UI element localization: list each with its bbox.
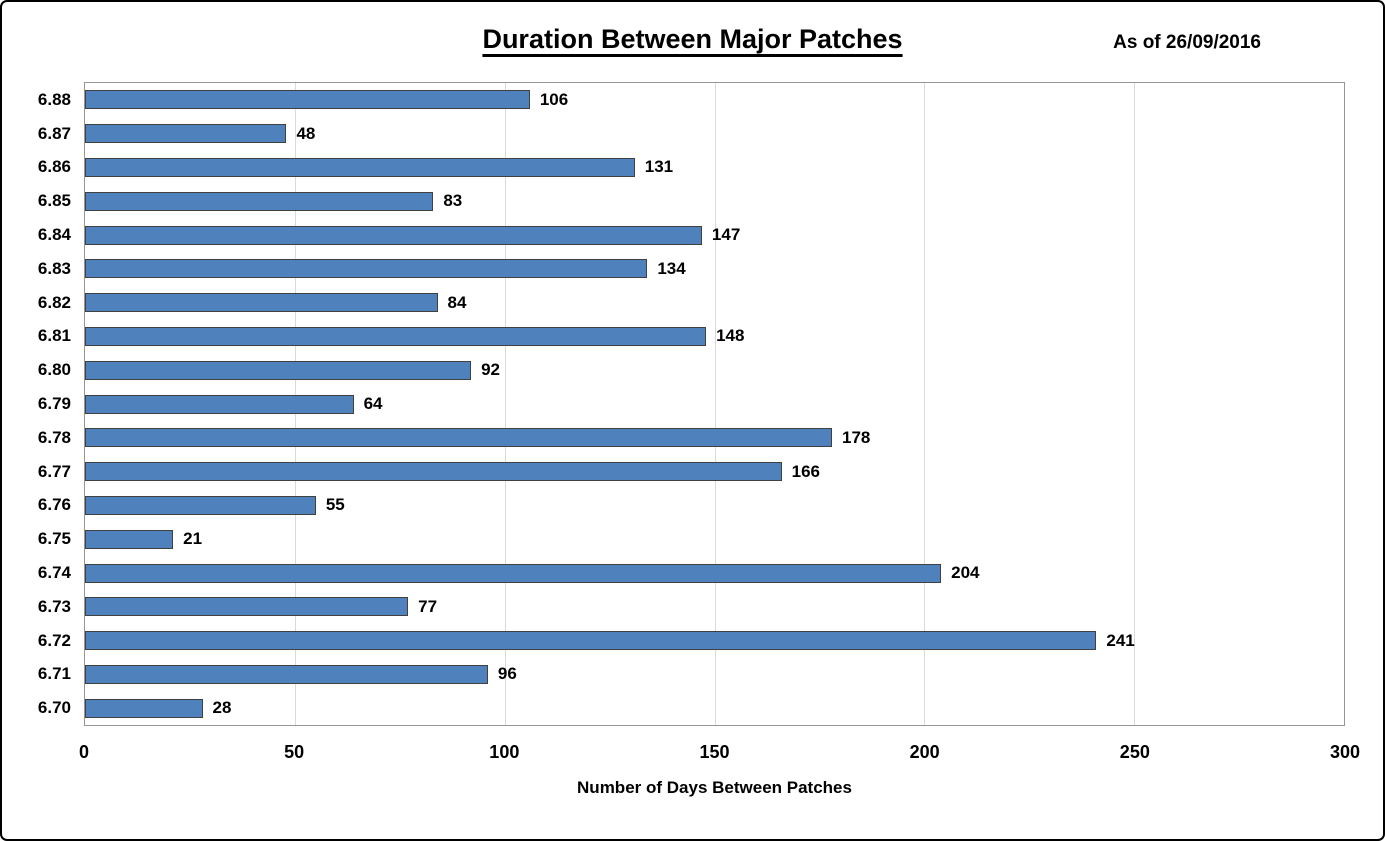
bar-value-label: 77 [418, 596, 438, 616]
bar [85, 664, 488, 684]
bar-row: 83 [85, 184, 1344, 218]
bar-value-label: 92 [481, 360, 500, 380]
bar-value-label: 96 [497, 664, 517, 684]
bar-rows: 106 48 131 83 147 134 84 148 92 64 178 166 55 21 204 77… [85, 83, 1344, 725]
y-axis-label: 6.83 [37, 258, 71, 278]
bar [85, 225, 702, 245]
bar [85, 428, 832, 448]
bar-value-label: 84 [447, 292, 467, 312]
bar-value-label: 55 [325, 495, 345, 515]
bar-row: 77 [85, 590, 1344, 624]
x-axis-tick-label: 150 [699, 742, 730, 762]
bar-row: 148 [85, 320, 1344, 354]
y-axis-label: 6.85 [37, 191, 71, 211]
bar-value-label: 64 [363, 394, 383, 414]
y-axis-label: 6.78 [37, 427, 71, 447]
bar-row: 131 [85, 151, 1344, 185]
bar-value-label: 241 [1106, 630, 1135, 650]
bar [85, 394, 354, 414]
y-axis-label: 6.86 [37, 157, 71, 177]
bar [85, 563, 942, 583]
bar-row: 106 [85, 83, 1344, 117]
bar-value-label: 28 [212, 698, 232, 718]
bar-value-label: 83 [443, 191, 463, 211]
bar-value-label: 147 [711, 225, 741, 245]
x-axis-tick-label: 50 [284, 742, 305, 762]
bar [85, 293, 438, 313]
bar [85, 529, 174, 549]
y-axis-label: 6.74 [37, 563, 71, 583]
y-axis-label: 6.81 [37, 326, 71, 346]
bar-row: 28 [85, 691, 1344, 725]
plot-area: 106 48 131 83 147 134 84 148 92 64 178 166 55 21 204 77… [84, 82, 1345, 726]
bar [85, 157, 635, 177]
y-axis-label: 6.75 [37, 529, 71, 549]
y-axis-label: 6.80 [37, 360, 71, 380]
bar [85, 191, 434, 211]
y-axis-label: 6.88 [37, 89, 71, 109]
x-axis-title-wrap: Number of Days Between Patches [84, 778, 1345, 798]
x-axis-title: Number of Days Between Patches [577, 778, 852, 797]
x-axis-tick-label: 250 [1119, 742, 1150, 762]
x-axis-tick-label: 300 [1329, 742, 1361, 762]
y-axis-label: 6.84 [37, 225, 71, 245]
y-axis-label: 6.76 [37, 495, 71, 515]
bar-value-label: 204 [951, 563, 980, 583]
chart-title: Duration Between Major Patches [482, 24, 903, 54]
bar-value-label: 166 [791, 461, 821, 481]
gridline [1134, 83, 1136, 725]
bar [85, 90, 530, 110]
bar [85, 597, 409, 617]
bar [85, 124, 287, 144]
bar-row: 64 [85, 387, 1344, 421]
bar-row: 178 [85, 421, 1344, 455]
bar-row: 84 [85, 286, 1344, 320]
bar-value-label: 178 [842, 427, 871, 447]
bar [85, 631, 1097, 651]
bar-row: 166 [85, 455, 1344, 489]
bar-row: 92 [85, 353, 1344, 387]
y-axis-label: 6.77 [37, 461, 71, 481]
bar-row: 147 [85, 218, 1344, 252]
x-axis-tick-label: 200 [909, 742, 940, 762]
x-axis: 0 50 100 150 200 250 300 [79, 726, 1360, 774]
bar [85, 360, 472, 380]
y-axis-label: 6.73 [37, 596, 71, 616]
gridline [504, 83, 506, 725]
bar [85, 259, 648, 279]
bar-value-label: 21 [183, 529, 203, 549]
bar-row: 21 [85, 522, 1344, 556]
bar-value-label: 131 [644, 157, 674, 177]
x-axis-tick-label: 0 [78, 742, 90, 762]
y-axis-label: 6.79 [37, 394, 71, 414]
chart-header: Duration Between Major Patches As of 26/… [2, 2, 1383, 82]
y-axis-label: 6.87 [37, 123, 71, 143]
bar-row: 96 [85, 658, 1344, 692]
y-axis: 6.88 6.87 6.86 6.85 6.84 6.83 6.82 6.81 6.80 6.79… [20, 82, 84, 726]
bar-value-label: 148 [716, 326, 745, 346]
bar-value-label: 48 [296, 123, 316, 143]
x-axis-tick-label: 100 [489, 742, 520, 762]
bar [85, 495, 316, 515]
bar-value-label: 106 [539, 89, 569, 109]
y-axis-label: 6.71 [37, 664, 71, 684]
bar-row: 55 [85, 489, 1344, 523]
bar [85, 326, 707, 346]
bar-row: 204 [85, 556, 1344, 590]
bar-value-label: 134 [657, 258, 686, 278]
y-axis-label: 6.72 [37, 630, 71, 650]
as-of-date-label: As of 26/09/2016 [1113, 32, 1261, 53]
bar [85, 462, 782, 482]
gridline [714, 83, 716, 725]
bar-row: 134 [85, 252, 1344, 286]
bar [85, 698, 203, 718]
chart-body: 6.88 6.87 6.86 6.85 6.84 6.83 6.82 6.81 6.80 6.79… [20, 82, 1345, 726]
bar-row: 48 [85, 117, 1344, 151]
bar-row: 241 [85, 624, 1344, 658]
y-axis-label: 6.82 [37, 292, 71, 312]
gridline [924, 83, 926, 725]
y-axis-label: 6.70 [37, 698, 71, 718]
